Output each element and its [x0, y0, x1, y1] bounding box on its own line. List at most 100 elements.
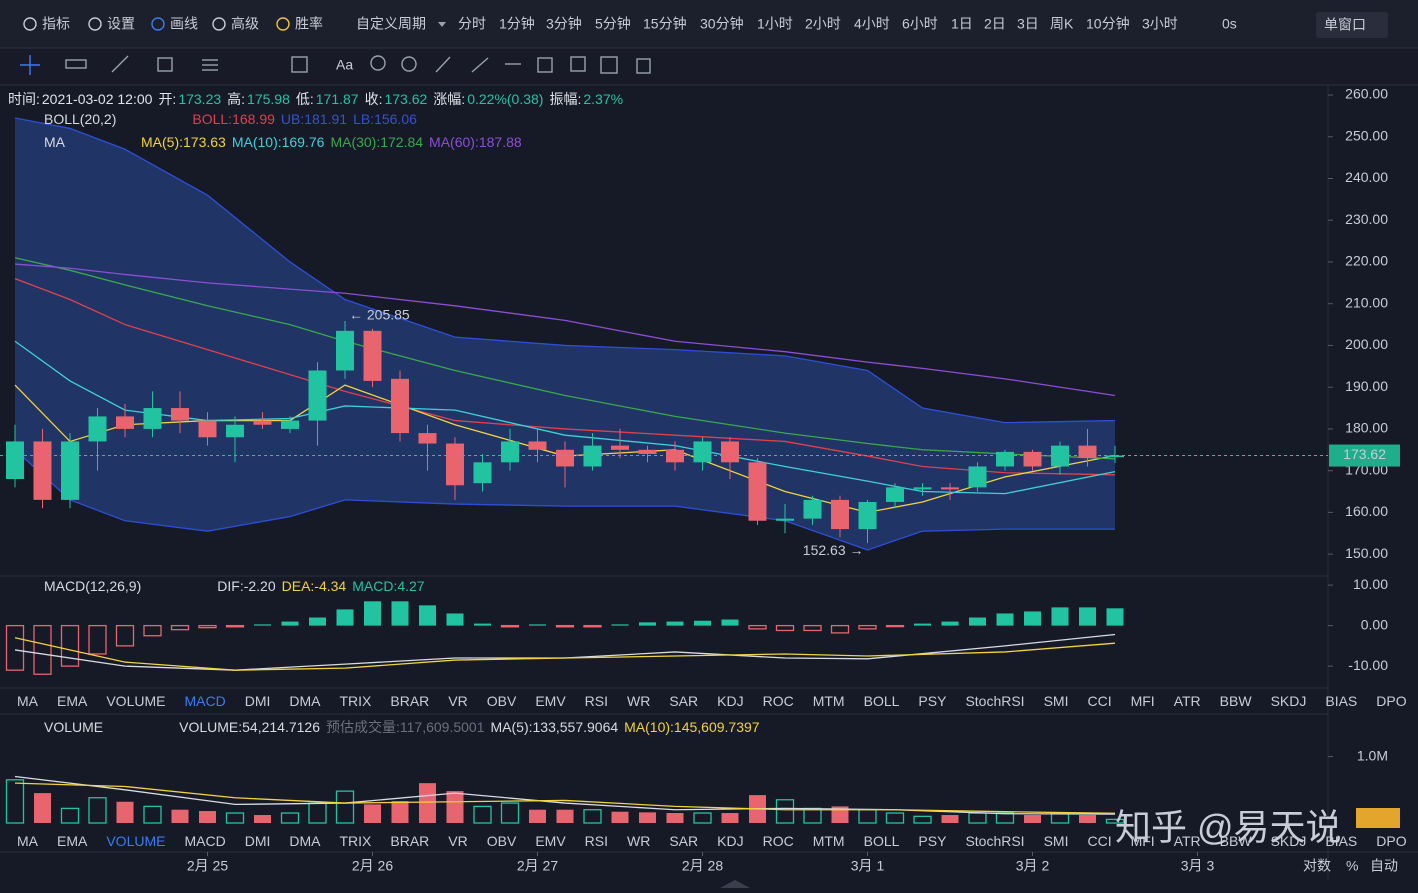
- window-select[interactable]: [1316, 12, 1388, 38]
- indicator-tab[interactable]: RSI: [584, 833, 609, 849]
- macd-bar: [858, 624, 877, 630]
- font-tool[interactable]: Aa: [336, 57, 353, 73]
- period-button[interactable]: 10分钟: [1086, 16, 1130, 32]
- volume-bar: [60, 807, 80, 824]
- indicator-tab[interactable]: MFI: [1130, 693, 1155, 709]
- indicator-tab[interactable]: VR: [448, 693, 468, 709]
- window-label[interactable]: 单窗口: [1324, 17, 1366, 33]
- volume-price-tag: [1356, 808, 1400, 828]
- period-menu[interactable]: 自定义周期: [356, 16, 426, 32]
- indicator-tab[interactable]: SAR: [669, 693, 699, 709]
- indicator-tab[interactable]: DMI: [244, 833, 271, 849]
- period-button[interactable]: 周K: [1050, 16, 1074, 32]
- indicator-tab[interactable]: BIAS: [1325, 693, 1358, 709]
- indicator-tab[interactable]: CCI: [1087, 693, 1112, 709]
- indicator-tab[interactable]: SAR: [669, 833, 699, 849]
- period-button[interactable]: 2小时: [805, 16, 841, 32]
- indicator-tab[interactable]: ROC: [762, 833, 794, 849]
- tool-button[interactable]: 胜率: [295, 16, 323, 32]
- indicator-tab[interactable]: OBV: [486, 833, 517, 849]
- period-button[interactable]: 1小时: [757, 16, 793, 32]
- legend-value: MA(60):187.88: [429, 134, 522, 150]
- indicator-tab[interactable]: DMI: [244, 693, 271, 709]
- candle-body: [666, 449, 684, 463]
- macd-bar: [969, 617, 986, 626]
- legend-value: MA(10):169.76: [231, 134, 325, 150]
- volume-bar: [171, 809, 189, 823]
- candle-body: [1051, 445, 1069, 467]
- indicator-tab[interactable]: SKDJ: [1270, 693, 1307, 709]
- tool-button[interactable]: 画线: [170, 16, 198, 32]
- indicator-tab[interactable]: PSY: [918, 693, 947, 709]
- period-button[interactable]: 1日: [951, 16, 973, 32]
- indicator-tab[interactable]: DMA: [289, 833, 321, 849]
- indicator-tab[interactable]: MTM: [812, 833, 845, 849]
- indicator-tab[interactable]: StochRSI: [965, 833, 1025, 849]
- period-button[interactable]: 3日: [1017, 16, 1039, 32]
- indicator-tab[interactable]: KDJ: [717, 833, 744, 849]
- scroll-handle[interactable]: [720, 880, 750, 888]
- period-button[interactable]: 6小时: [902, 16, 938, 32]
- indicator-tab[interactable]: DMA: [289, 693, 321, 709]
- indicator-tab[interactable]: WR: [627, 693, 651, 709]
- tool-button[interactable]: 设置: [107, 16, 135, 32]
- period-button[interactable]: 5分钟: [595, 16, 631, 32]
- period-button[interactable]: 15分钟: [643, 16, 687, 32]
- indicator-tab[interactable]: MTM: [812, 693, 845, 709]
- indicator-tab[interactable]: VOLUME: [106, 693, 166, 709]
- period-button[interactable]: 2日: [984, 16, 1006, 32]
- indicator-tab[interactable]: SMI: [1043, 833, 1069, 849]
- indicator-tab[interactable]: MA: [17, 833, 38, 849]
- indicator-tab[interactable]: EMA: [57, 693, 88, 709]
- indicator-tab[interactable]: BOLL: [863, 693, 900, 709]
- tool-button[interactable]: 指标: [42, 16, 70, 32]
- indicator-tab[interactable]: KDJ: [717, 693, 744, 709]
- period-button[interactable]: 1分钟: [499, 16, 535, 32]
- indicator-tab[interactable]: MFI: [1130, 833, 1155, 849]
- indicator-tab[interactable]: BRAR: [390, 833, 430, 849]
- macd-bar: [1079, 607, 1096, 626]
- indicator-tab[interactable]: ATR: [1173, 693, 1201, 709]
- tool-button[interactable]: 高级: [231, 16, 259, 32]
- volume-bar: [254, 815, 271, 823]
- period-button[interactable]: 4小时: [854, 16, 890, 32]
- indicator-tab[interactable]: EMV: [535, 693, 566, 709]
- indicator-tab[interactable]: TRIX: [339, 833, 372, 849]
- indicator-tab[interactable]: ROC: [762, 693, 794, 709]
- indicator-tab[interactable]: PSY: [918, 833, 947, 849]
- legend-value: BOLL:168.99: [192, 111, 275, 127]
- indicator-tab[interactable]: ATR: [1173, 833, 1201, 849]
- period-button[interactable]: 分时: [458, 16, 486, 32]
- indicator-tab[interactable]: SKDJ: [1270, 833, 1307, 849]
- period-button[interactable]: 30分钟: [700, 16, 744, 32]
- indicator-tab[interactable]: SMI: [1043, 693, 1069, 709]
- indicator-tab[interactable]: DPO: [1376, 693, 1407, 709]
- indicator-tab[interactable]: MACD: [184, 833, 226, 849]
- indicator-tab[interactable]: MA: [17, 693, 38, 709]
- period-button[interactable]: 3分钟: [546, 16, 582, 32]
- indicator-tab[interactable]: BIAS: [1325, 833, 1358, 849]
- indicator-tab[interactable]: BRAR: [390, 693, 430, 709]
- indicator-tab[interactable]: VOLUME: [106, 833, 166, 849]
- period-button[interactable]: 3小时: [1142, 16, 1178, 32]
- indicator-tab[interactable]: TRIX: [339, 693, 372, 709]
- indicator-tab[interactable]: CCI: [1087, 833, 1112, 849]
- indicator-tab[interactable]: MACD: [184, 693, 226, 709]
- indicator-tab[interactable]: WR: [627, 833, 651, 849]
- candle-body: [858, 501, 877, 530]
- indicator-tab[interactable]: BBW: [1219, 833, 1252, 849]
- indicator-tab[interactable]: OBV: [486, 693, 517, 709]
- indicator-tab[interactable]: BBW: [1219, 693, 1252, 709]
- indicator-tab[interactable]: BOLL: [863, 833, 900, 849]
- ma-line: [14, 263, 1116, 397]
- scale-option[interactable]: 对数: [1303, 858, 1331, 874]
- volume-bar: [529, 809, 546, 823]
- indicator-tab[interactable]: DPO: [1376, 833, 1407, 849]
- scale-option[interactable]: 自动: [1370, 858, 1398, 874]
- scale-option[interactable]: %: [1346, 858, 1358, 874]
- indicator-tab[interactable]: RSI: [584, 693, 609, 709]
- indicator-tab[interactable]: EMA: [57, 833, 88, 849]
- indicator-tab[interactable]: EMV: [535, 833, 566, 849]
- indicator-tab[interactable]: VR: [448, 833, 468, 849]
- indicator-tab[interactable]: StochRSI: [965, 693, 1025, 709]
